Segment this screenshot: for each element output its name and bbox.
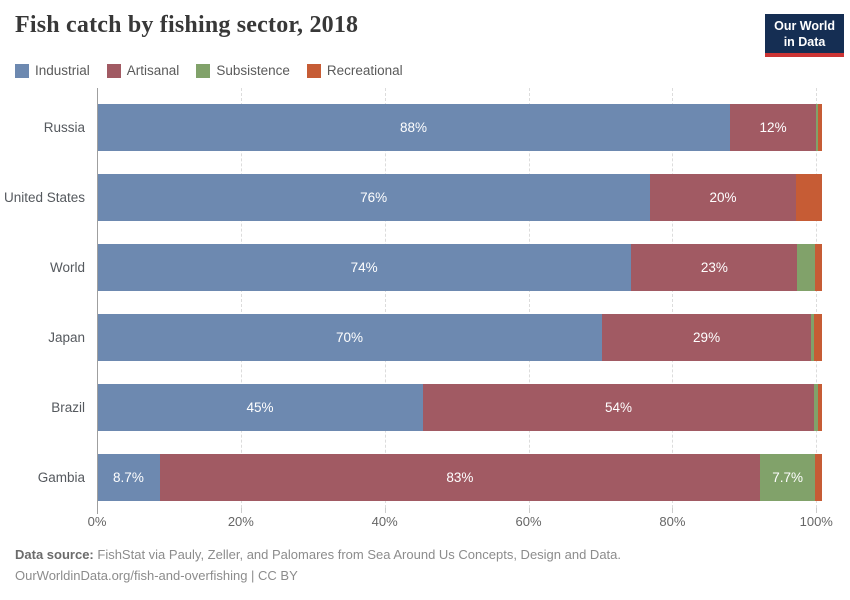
category-label-russia: Russia <box>43 120 85 135</box>
bar-segment-label: 83% <box>446 470 474 485</box>
chart-legend: Industrial Artisanal Subsistence Recreation… <box>15 63 403 78</box>
x-tick-label-0: 0% <box>87 514 107 529</box>
bar-segment-industrial-japan[interactable]: 70% <box>97 314 602 361</box>
legend-label: Artisanal <box>126 63 180 78</box>
bar-segment-label: 23% <box>700 260 728 275</box>
axis-tick-100 <box>816 508 818 513</box>
bar-segment-industrial-world[interactable]: 74% <box>97 244 632 291</box>
category-label-japan: Japan <box>48 330 85 345</box>
x-tick-label-40: 40% <box>371 514 398 529</box>
bar-segment-industrial-united-states[interactable]: 76% <box>97 174 651 221</box>
gridline-40 <box>384 88 386 508</box>
legend-swatch-subsistence <box>196 63 211 78</box>
category-label-brazil: Brazil <box>51 400 85 415</box>
x-tick-label-80: 80% <box>659 514 686 529</box>
bar-row-united-states: 76% 20% <box>97 174 822 221</box>
axis-tick-60 <box>528 508 530 513</box>
legend-label: Industrial <box>35 63 90 78</box>
legend-swatch-artisanal <box>106 63 121 78</box>
bar-segment-artisanal-russia[interactable]: 12% <box>729 104 817 151</box>
legend-label: Recreational <box>326 63 403 78</box>
legend-label: Subsistence <box>216 63 290 78</box>
legend-swatch-recreational <box>306 63 321 78</box>
legend-item-recreational[interactable]: Recreational <box>306 63 403 78</box>
bar-segment-artisanal-brazil[interactable]: 54% <box>422 384 815 431</box>
bar-segment-label: 88% <box>399 120 427 135</box>
bar-segment-label: 29% <box>693 330 721 345</box>
bar-segment-label: 74% <box>350 260 378 275</box>
bar-segment-artisanal-japan[interactable]: 29% <box>601 314 812 361</box>
bar-row-world: 74% 23% <box>97 244 822 291</box>
chart-footer: Data source: FishStat via Pauly, Zeller,… <box>15 544 621 587</box>
bar-segment-artisanal-united-states[interactable]: 20% <box>650 174 796 221</box>
data-source-label: Data source: <box>15 547 94 562</box>
axis-tick-20 <box>240 508 242 513</box>
legend-swatch-industrial <box>15 63 29 78</box>
bar-segment-subsistence-world[interactable] <box>797 244 815 291</box>
axis-tick-40 <box>384 508 386 513</box>
bar-segment-label: 7.7% <box>772 470 804 485</box>
bar-segment-recreational-russia[interactable] <box>818 104 822 151</box>
bar-segment-label: 20% <box>709 190 737 205</box>
gridline-80 <box>672 88 674 508</box>
x-tick-label-60: 60% <box>515 514 542 529</box>
y-axis-line <box>97 88 98 514</box>
bar-row-gambia: 8.7% 83% 7.7% <box>97 454 822 501</box>
bar-segment-recreational-japan[interactable] <box>814 314 822 361</box>
bar-segment-subsistence-gambia[interactable]: 7.7% <box>759 454 816 501</box>
x-tick-label-100: 100% <box>799 514 833 529</box>
bar-segment-label: 12% <box>759 120 787 135</box>
data-source-line: Data source: FishStat via Pauly, Zeller,… <box>15 544 621 565</box>
plot-area: 88% 12% 76% 20% 74% 23% 70% 29% 45% 54% 8.7% 83% 7.7… <box>97 0 822 600</box>
bar-row-russia: 88% 12% <box>97 104 822 151</box>
gridline-100 <box>816 88 818 508</box>
gridline-60 <box>528 88 530 508</box>
bar-segment-label: 54% <box>604 400 632 415</box>
category-label-world: World <box>49 260 85 275</box>
bar-segment-industrial-russia[interactable]: 88% <box>97 104 730 151</box>
legend-item-industrial[interactable]: Industrial <box>15 63 90 78</box>
category-label-united-states: United States <box>3 190 85 205</box>
legend-item-artisanal[interactable]: Artisanal <box>106 63 180 78</box>
x-tick-label-20: 20% <box>227 514 254 529</box>
bar-segment-label: 45% <box>246 400 274 415</box>
bar-segment-subsistence-russia[interactable] <box>816 104 819 151</box>
bar-segment-label: 70% <box>335 330 363 345</box>
bar-segment-recreational-united-states[interactable] <box>795 174 822 221</box>
bar-segment-label: 76% <box>360 190 388 205</box>
bar-segment-recreational-brazil[interactable] <box>818 384 822 431</box>
owid-logo-line2: in Data <box>783 34 826 49</box>
bar-segment-industrial-gambia[interactable]: 8.7% <box>97 454 160 501</box>
bar-segment-label: 8.7% <box>113 470 144 485</box>
license-line: OurWorldinData.org/fish-and-overfishing … <box>15 568 298 584</box>
category-label-gambia: Gambia <box>37 470 85 485</box>
owid-logo[interactable]: Our World in Data <box>765 14 844 58</box>
bar-row-japan: 70% 29% <box>97 314 822 361</box>
bar-segment-artisanal-gambia[interactable]: 83% <box>159 454 760 501</box>
axis-tick-80 <box>672 508 674 513</box>
gridline-20 <box>240 88 242 508</box>
bar-row-brazil: 45% 54% <box>97 384 822 431</box>
bar-segment-industrial-brazil[interactable]: 45% <box>97 384 423 431</box>
bar-segment-artisanal-world[interactable]: 23% <box>631 244 798 291</box>
bar-segment-recreational-world[interactable] <box>814 244 822 291</box>
bar-segment-subsistence-japan[interactable] <box>811 314 815 361</box>
page-title: Fish catch by fishing sector, 2018 <box>15 12 359 38</box>
bar-segment-recreational-gambia[interactable] <box>815 454 822 501</box>
owid-logo-line1: Our World <box>774 19 835 33</box>
data-source-text: FishStat via Pauly, Zeller, and Palomare… <box>97 547 622 562</box>
bar-segment-subsistence-brazil[interactable] <box>814 384 819 431</box>
legend-item-subsistence[interactable]: Subsistence <box>196 63 290 78</box>
